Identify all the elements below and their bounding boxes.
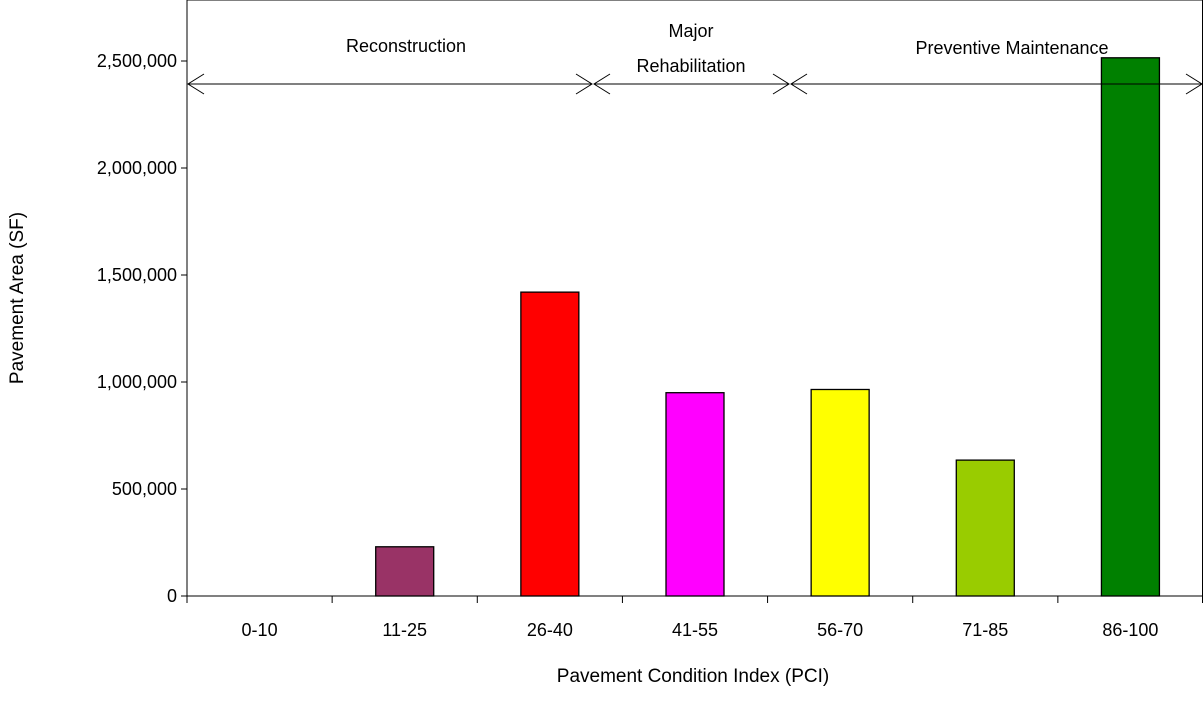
bar-11-25 (375, 546, 435, 597)
x-axis-title: Pavement Condition Index (PCI) (557, 666, 829, 687)
y-tick-label: 2,000,000 (97, 158, 177, 178)
x-axis: 0-10 11-25 26-40 41-55 56-70 71-85 86-100 (186, 595, 1203, 640)
x-tick-label: 86-100 (1102, 620, 1158, 640)
range-annotations: Reconstruction Major Rehabilitation Prevent… (187, 21, 1203, 95)
range-label: Major (668, 21, 713, 41)
range-label: Reconstruction (346, 36, 466, 56)
arrow-head (187, 73, 205, 95)
range-label: Rehabilitation (636, 56, 745, 76)
y-tick-label: 1,500,000 (97, 265, 177, 285)
x-tick-label: 11-25 (382, 620, 427, 640)
x-tick-label: 41-55 (672, 620, 718, 640)
y-axis-title: Pavement Area (SF) (7, 212, 28, 384)
y-tick-label: 500,000 (112, 479, 177, 499)
arrow-head (790, 73, 808, 95)
x-tick-label: 71-85 (962, 620, 1008, 640)
bars-group (375, 57, 1161, 597)
arrow-head (593, 73, 611, 95)
bar-71-85 (955, 459, 1015, 597)
bar-41-55 (665, 392, 725, 597)
y-tick-label: 1,000,000 (97, 372, 177, 392)
x-tick-label: 26-40 (527, 620, 573, 640)
x-tick-label: 0-10 (242, 620, 278, 640)
y-axis: 0 500,000 1,000,000 1,500,000 2,000,000 2,500… (97, 0, 188, 606)
arrow-head (772, 73, 790, 95)
arrow-head (1185, 73, 1203, 95)
bar-86-100 (1100, 57, 1161, 597)
arrow-head (575, 73, 593, 95)
range-label: Preventive Maintenance (915, 38, 1108, 58)
y-tick-label: 2,500,000 (97, 51, 177, 71)
x-tick-label: 56-70 (817, 620, 863, 640)
bar-56-70 (810, 388, 870, 597)
bar-26-40 (520, 291, 580, 597)
y-tick-label: 0 (167, 586, 177, 606)
